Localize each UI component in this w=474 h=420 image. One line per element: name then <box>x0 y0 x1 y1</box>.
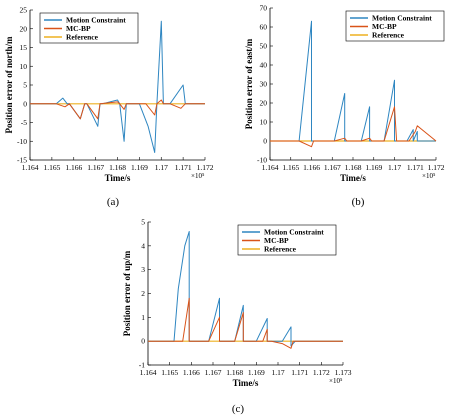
y-tick-label: 20 <box>260 99 268 108</box>
x-axis-title: Time/s <box>340 173 366 183</box>
panel-label: (b) <box>352 196 365 208</box>
panel-label: (c) <box>232 403 245 415</box>
legend-label-reference: Reference <box>372 31 405 40</box>
y-axis-title: Position error of up/m <box>122 250 132 336</box>
x-tick-label: 1.164 <box>22 163 39 172</box>
y-tick-label: 40 <box>260 61 268 70</box>
series-line-motion-constraint <box>270 20 436 142</box>
y-tick-label: 4 <box>141 241 145 250</box>
x-tick-label: 1.164 <box>262 163 279 172</box>
y-tick-label: 3 <box>141 265 145 274</box>
legend-label-motion-constraint: Motion Constraint <box>66 16 126 25</box>
y-tick-label: 1 <box>141 313 145 322</box>
y-tick-label: 25 <box>20 6 28 15</box>
x-tick-label: 1.171 <box>175 163 192 172</box>
y-tick-label: 10 <box>20 62 28 71</box>
x-tick-label: 1.169 <box>131 163 148 172</box>
y-tick-label: 20 <box>20 24 28 33</box>
x-tick-label: 1.17 <box>155 163 168 172</box>
y-tick-label: 2 <box>141 289 145 298</box>
x-tick-label: 1.167 <box>324 163 341 172</box>
x-tick-label: 1.169 <box>248 368 265 377</box>
x-tick-label: 1.167 <box>205 368 222 377</box>
x-tick-label: 1.172 <box>313 368 330 377</box>
x-tick-label: 1.17 <box>271 368 284 377</box>
x-tick-label: 1.17 <box>388 163 401 172</box>
y-tick-label: 0 <box>23 99 27 108</box>
x-tick-label: 1.168 <box>226 368 243 377</box>
legend-label-motion-constraint: Motion Constraint <box>372 14 432 23</box>
x-tick-label: 1.168 <box>109 163 126 172</box>
x-tick-label: 1.165 <box>282 163 299 172</box>
legend-label-reference: Reference <box>66 33 99 42</box>
series-line-mc-bp <box>270 106 437 148</box>
legend-label-mc-bp: MC-BP <box>372 22 397 31</box>
y-tick-label: 15 <box>20 43 28 52</box>
legend-label-mc-bp: MC-BP <box>264 236 289 245</box>
x-tick-label: 1.167 <box>87 163 104 172</box>
series-line-motion-constraint <box>148 231 343 347</box>
legend-label-motion-constraint: Motion Constraint <box>264 228 324 237</box>
y-tick-label: -5 <box>21 118 27 127</box>
y-axis-title: Position error of north/m <box>4 36 14 133</box>
y-axis-title: Position error of east/m <box>244 38 254 129</box>
y-tick-label: 70 <box>260 4 268 13</box>
x-tick-label: 1.169 <box>365 163 382 172</box>
x-axis-exponent: ×10⁵ <box>329 377 343 385</box>
y-tick-label: -10 <box>17 137 27 146</box>
y-tick-label: 0 <box>141 337 145 346</box>
x-axis-title: Time/s <box>105 173 131 183</box>
y-tick-label: 5 <box>141 218 145 227</box>
panel-label: (a) <box>107 196 120 208</box>
y-tick-label: 60 <box>260 23 268 32</box>
y-tick-label: -15 <box>17 156 27 165</box>
x-axis-exponent: ×10⁵ <box>191 172 205 180</box>
chart-panel-2: 1.164 1.165 1.166 1.167 1.168 1.169 1.17 1.171 1… <box>244 4 445 184</box>
chart-panel-3: 1.164 1.165 1.166 1.167 1.168 1.169 1.17 1.171 1… <box>122 218 352 389</box>
x-tick-label: 1.165 <box>161 368 178 377</box>
y-tick-label: 30 <box>260 80 268 89</box>
series-line-mc-bp <box>148 297 343 349</box>
x-tick-label: 1.165 <box>43 163 60 172</box>
x-tick-label: 1.166 <box>303 163 320 172</box>
x-tick-label: 1.168 <box>345 163 362 172</box>
y-tick-label: 0 <box>263 137 267 146</box>
chart-panel-1: 1.164 1.165 1.166 1.167 1.168 1.169 1.17 1.171 1… <box>4 6 214 184</box>
x-axis-exponent: ×10⁵ <box>422 172 436 180</box>
y-tick-label: 10 <box>260 118 268 127</box>
x-tick-label: 1.171 <box>291 368 308 377</box>
x-axis-title: Time/s <box>233 378 259 388</box>
legend-label-mc-bp: MC-BP <box>66 24 91 33</box>
x-tick-label: 1.173 <box>335 368 352 377</box>
x-tick-label: 1.166 <box>65 163 82 172</box>
x-tick-label: 1.172 <box>197 163 214 172</box>
x-tick-label: 1.171 <box>407 163 424 172</box>
x-tick-label: 1.164 <box>140 368 157 377</box>
x-tick-label: 1.166 <box>183 368 200 377</box>
legend-label-reference: Reference <box>264 245 297 254</box>
y-tick-label: 50 <box>260 42 268 51</box>
series-line-mc-bp <box>30 99 205 120</box>
y-tick-label: -1 <box>139 361 145 370</box>
y-tick-label: 5 <box>23 81 27 90</box>
y-tick-label: -10 <box>257 156 267 165</box>
x-tick-label: 1.172 <box>428 163 445 172</box>
